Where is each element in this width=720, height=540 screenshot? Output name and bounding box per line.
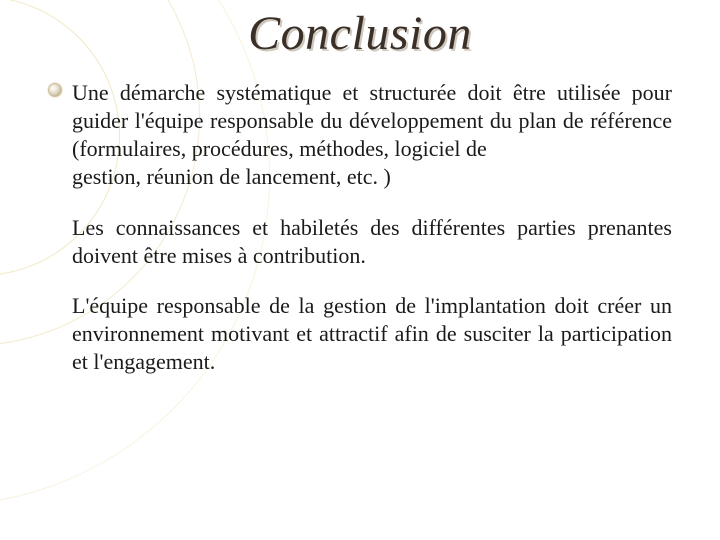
bullet-sphere-icon (48, 83, 62, 97)
paragraph: L'équipe responsable de la gestion de l'… (72, 292, 672, 376)
paragraph-text: L'équipe responsable de la gestion de l'… (72, 292, 672, 376)
paragraph-text: gestion, réunion de lancement, etc. ) (72, 163, 672, 191)
paragraph-text: Les connaissances et habiletés des diffé… (72, 214, 672, 270)
paragraph-text: Une démarche systématique et structurée … (72, 79, 672, 163)
paragraph: Une démarche systématique et structurée … (72, 79, 672, 192)
paragraph: Les connaissances et habiletés des diffé… (72, 214, 672, 270)
paragraph-spacer (72, 192, 672, 214)
slide-body: Une démarche systématique et structurée … (0, 79, 720, 376)
paragraph-spacer (72, 270, 672, 292)
slide: Conclusion Une démarche systématique et … (0, 6, 720, 540)
slide-title: Conclusion (0, 6, 720, 61)
